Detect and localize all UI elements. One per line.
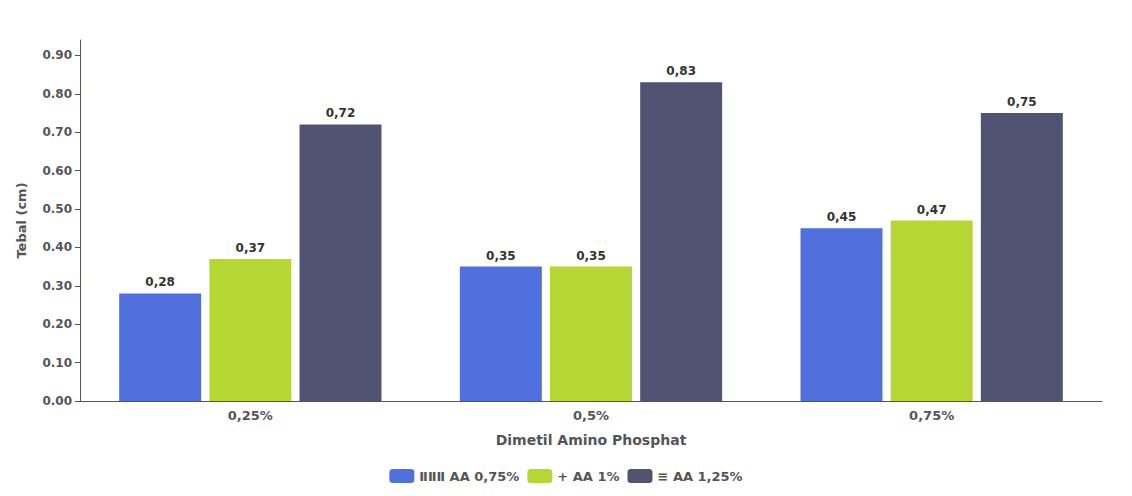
svg-text:0.70: 0.70	[42, 125, 72, 139]
svg-text:0.30: 0.30	[42, 279, 72, 293]
svg-text:0.40: 0.40	[42, 240, 72, 254]
svg-text:0.80: 0.80	[42, 87, 72, 101]
svg-text:0,75%: 0,75%	[909, 408, 954, 423]
svg-text:0.00: 0.00	[42, 394, 72, 408]
svg-text:+ AA 1%: + AA 1%	[557, 469, 619, 484]
svg-text:0.20: 0.20	[42, 317, 72, 331]
svg-text:0,25%: 0,25%	[228, 408, 273, 423]
svg-text:0,75: 0,75	[1007, 95, 1037, 109]
svg-text:0.90: 0.90	[42, 48, 72, 62]
svg-text:0,45: 0,45	[827, 210, 857, 224]
svg-text:0.50: 0.50	[42, 202, 72, 216]
svg-text:0.60: 0.60	[42, 164, 72, 178]
svg-text:ⅡⅡⅡ AA 0,75%: ⅡⅡⅡ AA 0,75%	[419, 469, 519, 484]
svg-text:0.10: 0.10	[42, 356, 72, 370]
svg-text:Dimetil Amino Phosphat: Dimetil Amino Phosphat	[496, 432, 687, 448]
svg-text:0,83: 0,83	[666, 64, 696, 78]
svg-text:≡ AA 1,25%: ≡ AA 1,25%	[657, 469, 742, 484]
svg-text:0,5%: 0,5%	[573, 408, 609, 423]
svg-text:0,35: 0,35	[576, 249, 606, 263]
svg-text:0,47: 0,47	[917, 203, 947, 217]
svg-text:0,37: 0,37	[236, 241, 266, 255]
svg-text:0,72: 0,72	[326, 106, 356, 120]
svg-text:0,28: 0,28	[145, 275, 175, 289]
svg-text:0,35: 0,35	[486, 249, 516, 263]
svg-text:Tebal (cm): Tebal (cm)	[14, 182, 29, 258]
